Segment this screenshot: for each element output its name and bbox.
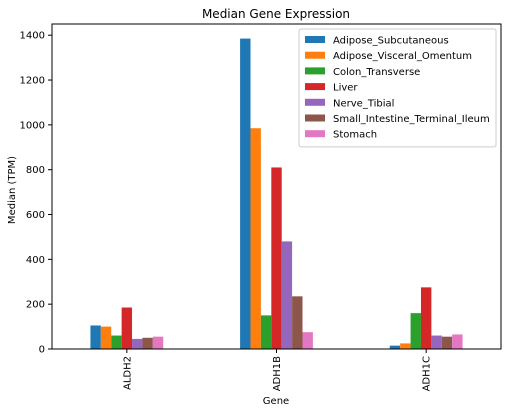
bar-ALDH2-Adipose_Subcutaneous [90,325,101,349]
legend-label: Small_Intestine_Terminal_Ileum [333,114,490,125]
legend-swatch [305,67,325,75]
legend-label: Stomach [333,130,377,141]
bar-ALDH2-Nerve_Tibial [132,338,143,349]
y-tick-label: 0 [39,345,45,356]
bar-ADH1B-Adipose_Visceral_Omentum [250,128,261,349]
y-tick-label: 400 [26,255,45,266]
y-tick-label: 600 [26,210,45,221]
bar-ALDH2-Small_Intestine_Terminal_Ileum [142,337,153,349]
legend-label: Liver [333,83,358,94]
bar-ADH1B-Liver [271,167,282,349]
bar-ADH1C-Small_Intestine_Terminal_Ileum [441,336,453,349]
bar-ADH1C-Adipose_Visceral_Omentum [400,343,411,349]
legend-label: Colon_Transverse [333,67,420,78]
bar-ADH1B-Small_Intestine_Terminal_Ileum [292,296,303,349]
y-tick-label: 1400 [20,31,45,42]
legend-box [298,28,497,148]
bar-ADH1B-Adipose_Subcutaneous [240,38,251,349]
legend-swatch [305,114,325,122]
plot-area: 0 200 400 600 800 1000 1200 1400 ALDH2 ADH1B ADH1C [20,23,502,391]
x-tick-label: ALDH2 [122,356,133,390]
bar-ADH1C-Adipose_Subcutaneous [389,345,401,349]
legend-label: Adipose_Subcutaneous [333,36,449,47]
chart-title: Median Gene Expression [202,7,350,21]
y-axis-label: Median (TPM) [7,156,18,224]
bar-ADH1C-Stomach [452,334,463,349]
bar-ALDH2-Liver [121,307,133,349]
bar-ALDH2-Adipose_Visceral_Omentum [100,326,112,349]
legend-label: Nerve_Tibial [333,98,394,109]
legend-swatch [305,36,325,43]
legend-label: Adipose_Visceral_Omentum [333,51,472,62]
y-tick-label: 800 [26,165,45,176]
y-tick-label: 1000 [20,120,45,131]
bar-ALDH2-Stomach [152,336,164,349]
legend-swatch [305,51,325,59]
legend: Adipose_Subcutaneous Adipose_Visceral_Ome… [298,28,497,148]
y-tick-label: 1200 [20,76,45,87]
x-tick-label: ADH1C [422,356,433,391]
bar-ADH1C-Liver [420,287,432,349]
legend-swatch [305,83,325,91]
legend-swatch [305,98,325,106]
bar-ADH1B-Stomach [302,332,313,349]
plot-frame [51,23,502,350]
bar-ADH1B-Colon_Transverse [260,315,272,349]
x-tick-label: ADH1B [272,356,283,391]
bar-ALDH2-Colon_Transverse [111,335,122,349]
legend-swatch [305,130,325,138]
bar-ADH1C-Colon_Transverse [410,313,421,349]
bar-ADH1C-Nerve_Tibial [431,335,442,349]
bar-ADH1B-Nerve_Tibial [281,241,293,349]
y-tick-label: 200 [26,300,45,311]
x-axis-label: Gene [263,396,289,407]
